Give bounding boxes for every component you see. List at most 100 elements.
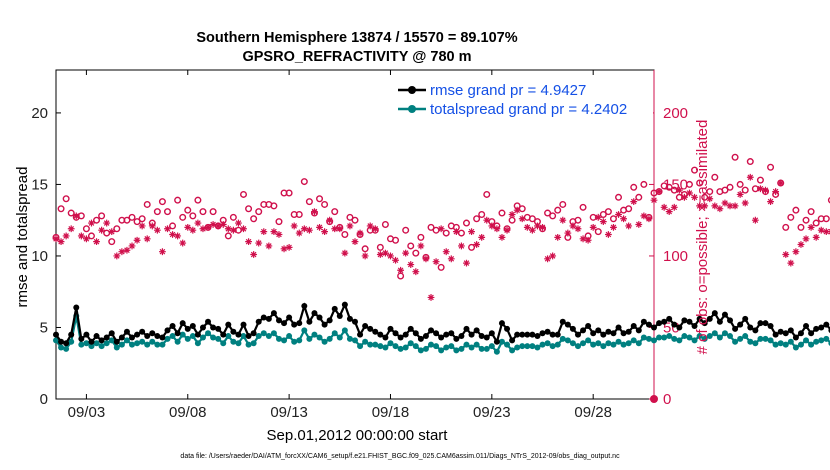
rmse-point [346,315,353,322]
obs-possible-point [285,189,293,197]
obs-assimilated-point [812,233,820,241]
rmse-point [671,321,678,328]
footnote: data file: /Users/raeder/DAI/ATM_forcXX/… [180,453,620,460]
obs-assimilated-point [402,249,410,257]
totalspread-point [189,333,196,340]
rmse-point [519,331,526,338]
obs-assimilated-point [736,191,744,198]
totalspread-point [676,337,683,344]
rmse-point [397,334,404,341]
obs-possible-point [807,208,815,216]
rmse-point [559,318,566,325]
legend-rmse-label: rmse grand pr = 4.9427 [430,82,586,99]
totalspread-point [752,340,759,347]
totalspread-point [488,343,495,350]
rmse-point [498,320,505,327]
totalspread-point [316,334,323,341]
obs-assimilated-point [802,235,810,243]
obs-possible-point [787,213,795,221]
totalspread-point [357,343,364,350]
totalspread-point [422,345,429,352]
obs-possible-point [574,216,582,224]
totalspread-point [362,338,369,345]
obs-assimilated-point [275,231,283,238]
obs-possible-point [305,198,313,206]
rmse-point [174,330,181,337]
totalspread-point [701,335,708,342]
rmse-point [352,318,358,325]
rmse-point [797,330,804,337]
y-right-tick-label: 100 [663,248,688,265]
totalspread-point [184,335,191,342]
totalspread-point [205,330,212,337]
obs-assimilated-point [331,225,339,233]
totalspread-point [706,333,713,340]
totalspread-point [250,340,257,347]
rmse-point [661,318,668,325]
obs-assimilated-point [128,242,136,250]
rmse-point [154,333,161,340]
obs-assimilated-point [366,222,374,230]
obs-possible-point [381,220,389,228]
rmse-point [321,321,328,328]
totalspread-point [402,344,409,351]
obs-assimilated-point [224,225,232,233]
obs-possible-point [822,215,830,223]
obs-assimilated-point [159,248,166,256]
rmse-point [311,310,318,317]
rmse-point [610,330,617,337]
rmse-point [367,325,374,332]
totalspread-point [169,333,176,340]
totalspread-point [194,340,201,347]
rmse-point [574,331,581,338]
rmse-point [433,330,440,337]
totalspread-point [331,330,338,337]
obs-possible-point [417,233,425,241]
totalspread-point [281,337,288,344]
rmse-point [245,333,252,340]
obs-possible-point [209,208,217,216]
obs-possible-point [827,196,830,204]
totalspread-point [215,335,222,342]
obs-assimilated-point [88,219,95,227]
obs-assimilated-point [716,205,724,213]
obs-assimilated-point [52,235,60,243]
obs-assimilated-point [214,222,222,230]
obs-possible-point [549,212,557,220]
totalspread-point [164,335,171,342]
rmse-point [417,335,424,342]
totalspread-point [711,330,718,337]
totalspread-point [605,340,612,347]
y-axis-label: rmse and totalspread [14,167,31,308]
totalspread-point [407,340,414,347]
rmse-point [225,321,232,328]
obs-assimilated-point [285,243,293,251]
obs-possible-point [746,158,754,166]
rmse-point [286,314,293,321]
y-tick-label: 10 [31,248,48,265]
obs-possible-point [812,219,820,227]
obs-assimilated-point [686,189,693,197]
totalspread-point [534,344,541,351]
rmse-point [676,324,683,331]
obs-assimilated-point [219,221,227,228]
rmse-point [625,328,632,335]
obs-assimilated-point [701,202,709,210]
totalspread-point [787,338,794,345]
rmse-point [711,310,718,317]
obs-assimilated-point [549,252,557,260]
rmse-point [270,310,277,317]
totalspread-point [737,335,744,342]
obs-assimilated-point [280,245,288,253]
totalspread-point [727,333,734,340]
rmse-point [98,337,105,344]
obs-assimilated-point [98,226,106,234]
rmse-point [296,320,303,327]
totalspread-point [808,341,815,348]
rmse-point [605,328,612,335]
obs-possible-point [706,188,714,196]
obs-assimilated-point [579,235,587,243]
obs-possible-point [685,180,693,188]
totalspread-point [671,335,678,342]
totalspread-point [179,331,186,338]
